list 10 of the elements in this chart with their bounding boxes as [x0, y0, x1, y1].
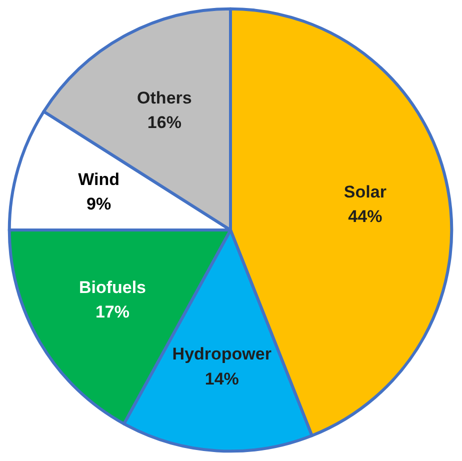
slice-label: Wind [78, 170, 120, 189]
slice-label: Others [137, 88, 192, 108]
data-label: 44% [348, 207, 382, 226]
data-label: 9% [86, 194, 112, 214]
data-label: 14% [204, 369, 239, 388]
slice-label: Hydropower [172, 344, 272, 364]
slice-label: Solar [344, 182, 387, 202]
data-label: 17% [95, 302, 130, 322]
data-label: 16% [147, 112, 182, 132]
slice-label: Biofuels [78, 278, 146, 297]
